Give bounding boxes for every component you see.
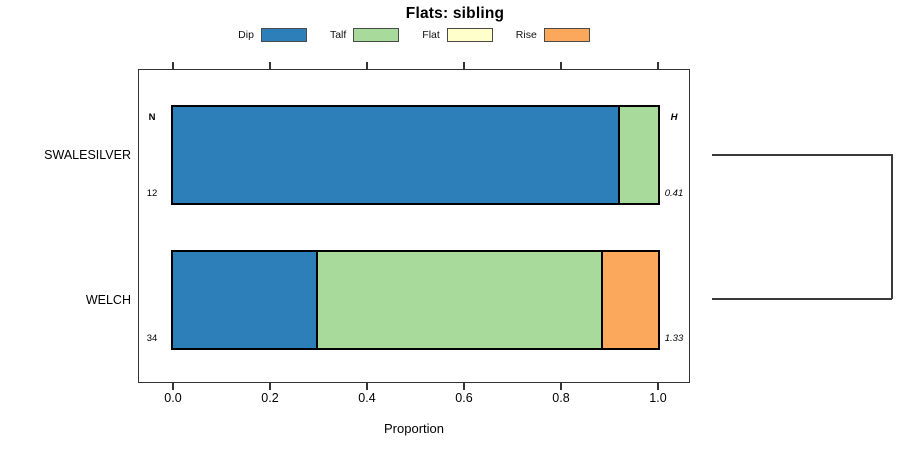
bar-segment-dip	[173, 107, 618, 203]
x-tick-label: 0.4	[358, 391, 376, 405]
x-tick-bottom	[172, 383, 174, 390]
bar-welch	[171, 250, 660, 350]
dendrogram-join	[891, 154, 893, 299]
legend-item-rise: Rise	[515, 27, 590, 42]
h-value-welch: 1.33	[664, 333, 684, 344]
n-header: N	[148, 112, 156, 123]
bar-swalesilver	[171, 105, 660, 205]
category-label-swalesilver: SWALESILVER	[44, 148, 131, 162]
bar-segment-talf	[617, 107, 658, 203]
x-tick-top	[366, 62, 368, 69]
x-tick-label: 0.0	[164, 391, 182, 405]
h-header: H	[670, 112, 678, 123]
talf-swatch	[353, 27, 400, 42]
dendrogram-branch-bottom	[712, 298, 892, 300]
legend-item-dip: Dip	[238, 27, 307, 42]
legend-item-flat: Flat	[422, 27, 493, 42]
chart-title: Flats: sibling	[405, 5, 505, 22]
flat-swatch	[446, 27, 493, 42]
dendrogram-branch-top	[712, 154, 892, 156]
x-tick-label: 0.6	[455, 391, 473, 405]
x-tick-label: 1.0	[649, 391, 667, 405]
h-value-swalesilver: 0.41	[664, 188, 684, 199]
x-tick-top	[560, 62, 562, 69]
x-tick-bottom	[366, 383, 368, 390]
x-tick-bottom	[560, 383, 562, 390]
x-tick-bottom	[657, 383, 659, 390]
legend: Dip Talf Flat Rise	[138, 26, 690, 43]
legend-label-dip: Dip	[238, 28, 254, 41]
legend-label-flat: Flat	[422, 28, 440, 41]
bar-segment-talf	[315, 252, 601, 348]
x-tick-label: 0.8	[552, 391, 570, 405]
rise-swatch	[543, 27, 590, 42]
bar-segment-dip	[173, 252, 316, 348]
x-tick-label: 0.2	[261, 391, 279, 405]
x-tick-top	[657, 62, 659, 69]
n-value-welch: 34	[146, 333, 158, 344]
x-tick-top	[172, 62, 174, 69]
x-tick-top	[269, 62, 271, 69]
x-tick-top	[463, 62, 465, 69]
x-axis-label: Proportion	[384, 421, 444, 436]
legend-label-rise: Rise	[515, 28, 537, 41]
n-value-swalesilver: 12	[146, 188, 158, 199]
legend-item-talf: Talf	[329, 27, 400, 42]
dip-swatch	[260, 27, 307, 42]
x-tick-bottom	[463, 383, 465, 390]
x-tick-bottom	[269, 383, 271, 390]
category-label-welch: WELCH	[85, 293, 131, 307]
legend-label-talf: Talf	[329, 28, 347, 41]
bar-segment-rise	[600, 252, 658, 348]
